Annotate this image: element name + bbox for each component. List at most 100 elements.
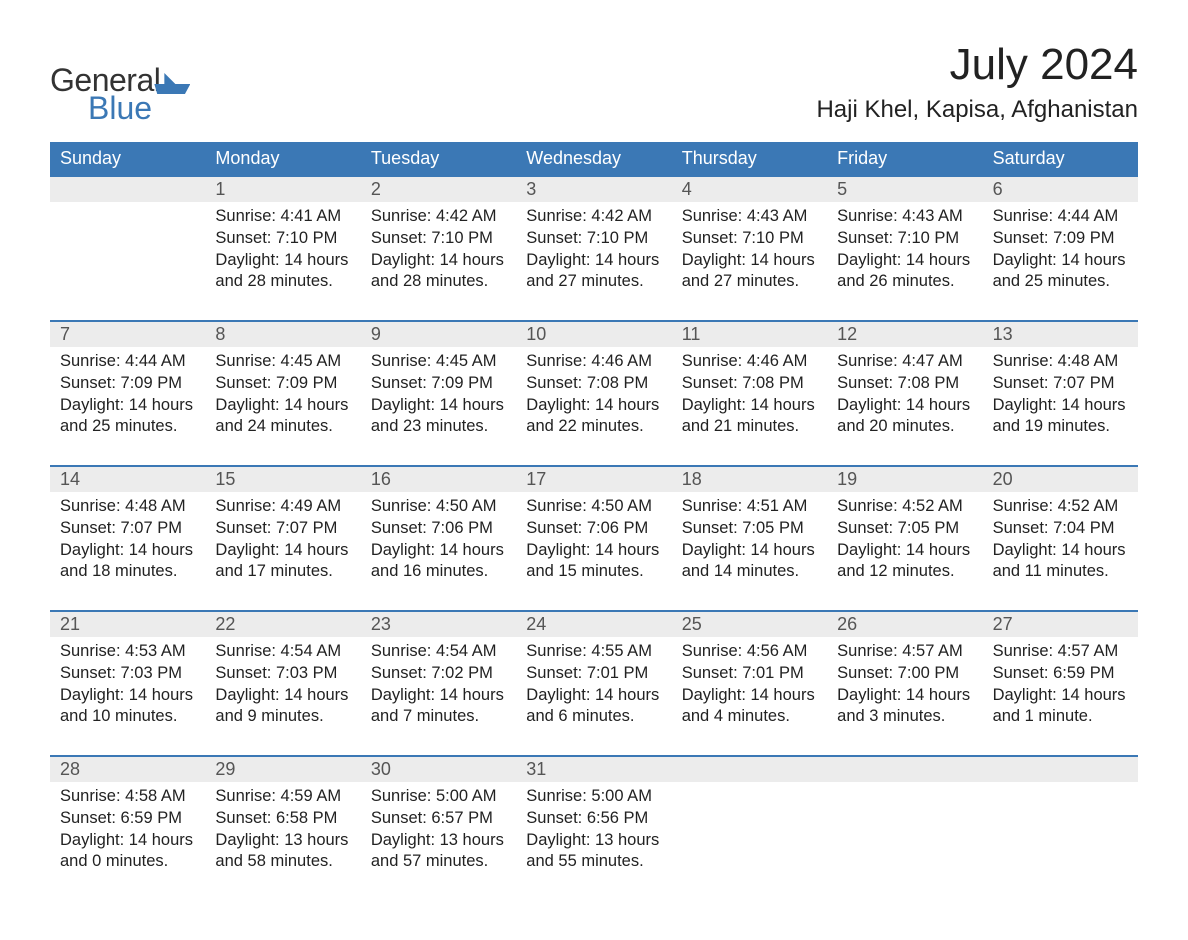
daylight-text: Daylight: 14 hours and 14 minutes. <box>682 540 817 584</box>
sunset-text: Sunset: 7:07 PM <box>993 373 1128 395</box>
sunrise-text: Sunrise: 4:42 AM <box>371 206 506 228</box>
day-number: 6 <box>983 177 1138 202</box>
day-cell: Sunrise: 4:57 AMSunset: 7:00 PMDaylight:… <box>827 637 982 737</box>
day-cell: Sunrise: 4:48 AMSunset: 7:07 PMDaylight:… <box>50 492 205 592</box>
sunrise-text: Sunrise: 4:47 AM <box>837 351 972 373</box>
day-number <box>50 177 205 202</box>
daylight-text: Daylight: 14 hours and 10 minutes. <box>60 685 195 729</box>
daylight-text: Daylight: 14 hours and 19 minutes. <box>993 395 1128 439</box>
day-cell: Sunrise: 4:52 AMSunset: 7:04 PMDaylight:… <box>983 492 1138 592</box>
daylight-text: Daylight: 14 hours and 11 minutes. <box>993 540 1128 584</box>
daylight-text: Daylight: 13 hours and 58 minutes. <box>215 830 350 874</box>
sunset-text: Sunset: 7:10 PM <box>215 228 350 250</box>
day-cell: Sunrise: 4:52 AMSunset: 7:05 PMDaylight:… <box>827 492 982 592</box>
day-number: 4 <box>672 177 827 202</box>
week-content-row: Sunrise: 4:48 AMSunset: 7:07 PMDaylight:… <box>50 492 1138 592</box>
sunrise-text: Sunrise: 4:52 AM <box>837 496 972 518</box>
sunrise-text: Sunrise: 4:44 AM <box>60 351 195 373</box>
sunrise-text: Sunrise: 4:50 AM <box>526 496 661 518</box>
sunset-text: Sunset: 6:59 PM <box>60 808 195 830</box>
day-number <box>672 757 827 782</box>
day-header: Wednesday <box>516 142 671 175</box>
day-number: 16 <box>361 467 516 492</box>
day-number: 13 <box>983 322 1138 347</box>
sunset-text: Sunset: 7:06 PM <box>371 518 506 540</box>
sunrise-text: Sunrise: 4:48 AM <box>993 351 1128 373</box>
daylight-text: Daylight: 14 hours and 4 minutes. <box>682 685 817 729</box>
daylight-text: Daylight: 14 hours and 6 minutes. <box>526 685 661 729</box>
daylight-text: Daylight: 14 hours and 15 minutes. <box>526 540 661 584</box>
daylight-text: Daylight: 14 hours and 21 minutes. <box>682 395 817 439</box>
day-number: 22 <box>205 612 360 637</box>
sunrise-text: Sunrise: 4:42 AM <box>526 206 661 228</box>
day-cell <box>983 782 1138 882</box>
sunset-text: Sunset: 6:59 PM <box>993 663 1128 685</box>
daylight-text: Daylight: 14 hours and 12 minutes. <box>837 540 972 584</box>
week-daynum-row: 123456 <box>50 175 1138 202</box>
sunset-text: Sunset: 7:10 PM <box>526 228 661 250</box>
day-cell: Sunrise: 4:55 AMSunset: 7:01 PMDaylight:… <box>516 637 671 737</box>
week-content-row: Sunrise: 4:53 AMSunset: 7:03 PMDaylight:… <box>50 637 1138 737</box>
day-number: 28 <box>50 757 205 782</box>
day-header: Saturday <box>983 142 1138 175</box>
sunrise-text: Sunrise: 4:54 AM <box>215 641 350 663</box>
sunset-text: Sunset: 7:10 PM <box>837 228 972 250</box>
sunrise-text: Sunrise: 4:43 AM <box>837 206 972 228</box>
daylight-text: Daylight: 14 hours and 26 minutes. <box>837 250 972 294</box>
sunset-text: Sunset: 7:09 PM <box>215 373 350 395</box>
day-cell: Sunrise: 4:50 AMSunset: 7:06 PMDaylight:… <box>361 492 516 592</box>
location: Haji Khel, Kapisa, Afghanistan <box>816 96 1138 124</box>
day-number: 26 <box>827 612 982 637</box>
day-cell: Sunrise: 4:42 AMSunset: 7:10 PMDaylight:… <box>361 202 516 302</box>
sunset-text: Sunset: 7:01 PM <box>682 663 817 685</box>
day-cell: Sunrise: 5:00 AMSunset: 6:57 PMDaylight:… <box>361 782 516 882</box>
day-number <box>827 757 982 782</box>
day-number: 8 <box>205 322 360 347</box>
sunset-text: Sunset: 7:09 PM <box>993 228 1128 250</box>
day-cell: Sunrise: 4:53 AMSunset: 7:03 PMDaylight:… <box>50 637 205 737</box>
sunset-text: Sunset: 7:09 PM <box>371 373 506 395</box>
sunset-text: Sunset: 7:04 PM <box>993 518 1128 540</box>
sunset-text: Sunset: 7:01 PM <box>526 663 661 685</box>
day-cell <box>827 782 982 882</box>
day-cell: Sunrise: 4:54 AMSunset: 7:02 PMDaylight:… <box>361 637 516 737</box>
day-number: 27 <box>983 612 1138 637</box>
day-cell: Sunrise: 4:44 AMSunset: 7:09 PMDaylight:… <box>983 202 1138 302</box>
day-header: Tuesday <box>361 142 516 175</box>
sunrise-text: Sunrise: 4:51 AM <box>682 496 817 518</box>
logo-hull-icon <box>154 84 190 94</box>
day-number: 24 <box>516 612 671 637</box>
daylight-text: Daylight: 14 hours and 16 minutes. <box>371 540 506 584</box>
day-cell: Sunrise: 4:48 AMSunset: 7:07 PMDaylight:… <box>983 347 1138 447</box>
day-number: 9 <box>361 322 516 347</box>
daylight-text: Daylight: 14 hours and 9 minutes. <box>215 685 350 729</box>
page-title: July 2024 <box>816 40 1138 90</box>
week-daynum-row: 78910111213 <box>50 320 1138 347</box>
day-header: Friday <box>827 142 982 175</box>
sunset-text: Sunset: 7:10 PM <box>682 228 817 250</box>
sunrise-text: Sunrise: 4:46 AM <box>682 351 817 373</box>
sunset-text: Sunset: 7:00 PM <box>837 663 972 685</box>
sunset-text: Sunset: 7:08 PM <box>526 373 661 395</box>
day-number: 2 <box>361 177 516 202</box>
day-cell: Sunrise: 4:56 AMSunset: 7:01 PMDaylight:… <box>672 637 827 737</box>
daylight-text: Daylight: 13 hours and 55 minutes. <box>526 830 661 874</box>
calendar: Sunday Monday Tuesday Wednesday Thursday… <box>50 142 1138 882</box>
logo: General Blue <box>50 64 184 124</box>
sunset-text: Sunset: 7:05 PM <box>682 518 817 540</box>
sunrise-text: Sunrise: 4:48 AM <box>60 496 195 518</box>
day-number: 5 <box>827 177 982 202</box>
day-cell: Sunrise: 4:41 AMSunset: 7:10 PMDaylight:… <box>205 202 360 302</box>
daylight-text: Daylight: 14 hours and 17 minutes. <box>215 540 350 584</box>
day-number: 11 <box>672 322 827 347</box>
day-cell: Sunrise: 4:45 AMSunset: 7:09 PMDaylight:… <box>361 347 516 447</box>
day-cell: Sunrise: 4:58 AMSunset: 6:59 PMDaylight:… <box>50 782 205 882</box>
sunset-text: Sunset: 7:03 PM <box>60 663 195 685</box>
sunset-text: Sunset: 7:05 PM <box>837 518 972 540</box>
daylight-text: Daylight: 13 hours and 57 minutes. <box>371 830 506 874</box>
daylight-text: Daylight: 14 hours and 0 minutes. <box>60 830 195 874</box>
daylight-text: Daylight: 14 hours and 28 minutes. <box>215 250 350 294</box>
daylight-text: Daylight: 14 hours and 25 minutes. <box>60 395 195 439</box>
sunrise-text: Sunrise: 4:50 AM <box>371 496 506 518</box>
day-cell: Sunrise: 4:50 AMSunset: 7:06 PMDaylight:… <box>516 492 671 592</box>
